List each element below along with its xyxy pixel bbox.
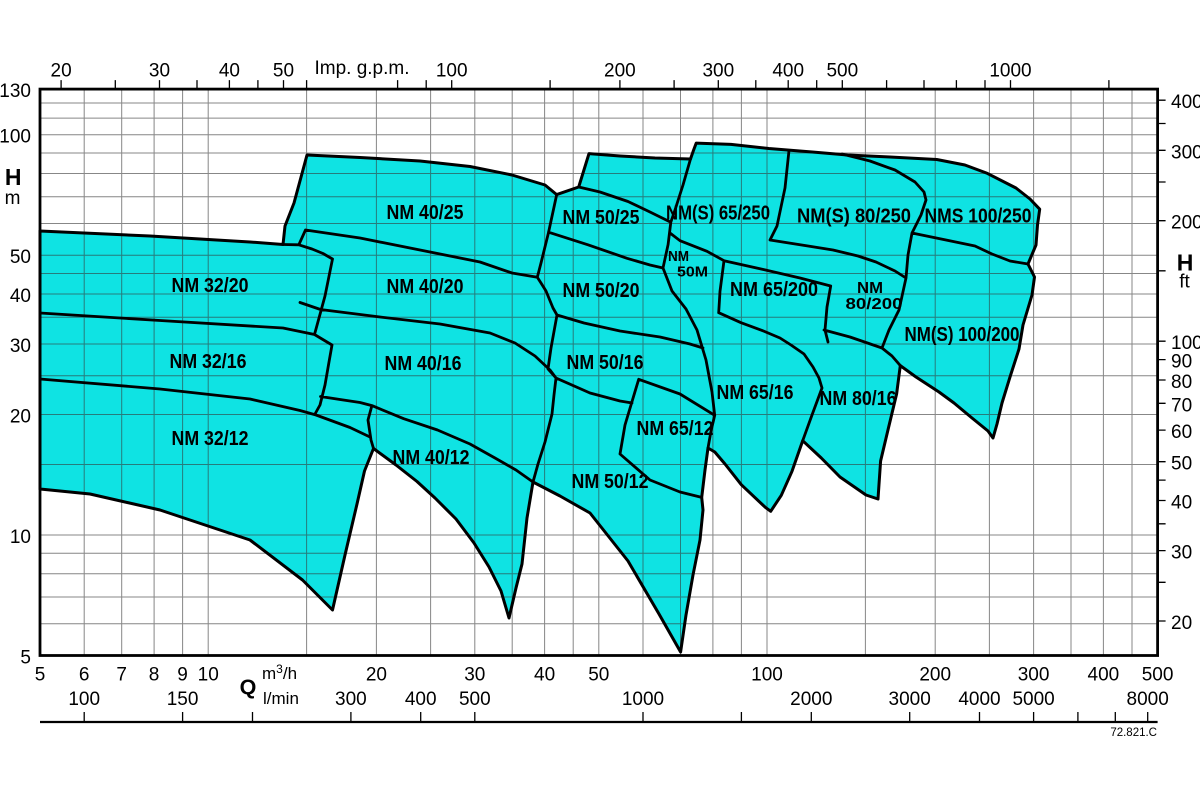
svg-text:NM(S) 65/250: NM(S) 65/250: [666, 201, 770, 224]
svg-text:5: 5: [35, 665, 46, 686]
svg-text:l/min: l/min: [263, 689, 299, 708]
svg-text:400: 400: [1171, 92, 1200, 113]
svg-text:50M: 50M: [677, 263, 708, 280]
svg-text:H: H: [1177, 250, 1194, 276]
svg-text:NM: NM: [668, 248, 689, 265]
svg-text:20: 20: [1171, 613, 1192, 634]
svg-text:Q: Q: [240, 675, 257, 699]
svg-text:40: 40: [1171, 493, 1192, 514]
svg-text:4000: 4000: [958, 689, 1000, 710]
svg-text:400: 400: [405, 689, 437, 710]
svg-text:130: 130: [0, 81, 31, 102]
svg-text:300: 300: [1018, 665, 1050, 686]
svg-text:NM(S) 100/200: NM(S) 100/200: [905, 323, 1020, 346]
svg-text:NM 65/12: NM 65/12: [637, 417, 714, 440]
svg-text:20: 20: [10, 407, 31, 428]
svg-text:500: 500: [459, 689, 491, 710]
svg-text:NM 32/16: NM 32/16: [170, 350, 247, 373]
svg-text:20: 20: [51, 60, 72, 81]
svg-text:NM 50/12: NM 50/12: [572, 470, 649, 493]
svg-text:30: 30: [10, 336, 31, 357]
svg-text:50: 50: [1171, 454, 1192, 475]
svg-text:6: 6: [79, 665, 90, 686]
svg-text:NM 65/200: NM 65/200: [730, 278, 818, 301]
svg-text:90: 90: [1171, 352, 1192, 373]
svg-text:NM 50/20: NM 50/20: [563, 279, 640, 302]
svg-text:300: 300: [335, 689, 367, 710]
svg-text:30: 30: [149, 60, 170, 81]
svg-text:NM 80/16: NM 80/16: [820, 387, 897, 410]
svg-text:1000: 1000: [989, 60, 1031, 81]
svg-text:100: 100: [436, 60, 468, 81]
svg-text:500: 500: [1142, 665, 1174, 686]
svg-text:30: 30: [1171, 543, 1192, 564]
svg-text:70: 70: [1171, 395, 1192, 416]
svg-text:5000: 5000: [1012, 689, 1054, 710]
svg-text:NM 32/20: NM 32/20: [172, 274, 249, 297]
svg-text:NMS 100/250: NMS 100/250: [925, 204, 1032, 227]
svg-text:m3/h: m3/h: [262, 662, 297, 683]
svg-text:400: 400: [1088, 665, 1120, 686]
svg-text:100: 100: [68, 689, 100, 710]
svg-text:10: 10: [198, 665, 219, 686]
svg-text:NM 40/12: NM 40/12: [393, 446, 470, 469]
svg-text:10: 10: [10, 527, 31, 548]
svg-text:50: 50: [10, 247, 31, 268]
svg-text:NM 50/16: NM 50/16: [567, 351, 644, 374]
svg-text:5: 5: [20, 648, 31, 669]
svg-text:Imp. g.p.m.: Imp. g.p.m.: [314, 58, 409, 79]
svg-text:NM: NM: [857, 280, 883, 297]
svg-text:500: 500: [826, 60, 858, 81]
svg-text:7: 7: [116, 665, 127, 686]
svg-text:50: 50: [588, 665, 609, 686]
svg-text:100: 100: [1171, 333, 1200, 354]
svg-text:8000: 8000: [1127, 689, 1169, 710]
svg-text:NM 65/16: NM 65/16: [717, 381, 794, 404]
svg-text:NM 40/20: NM 40/20: [387, 275, 464, 298]
svg-text:50: 50: [273, 60, 294, 81]
svg-text:80/200: 80/200: [846, 296, 903, 313]
svg-text:NM(S) 80/250: NM(S) 80/250: [797, 204, 911, 227]
svg-text:1000: 1000: [622, 689, 664, 710]
svg-text:NM 40/16: NM 40/16: [385, 352, 462, 375]
svg-text:30: 30: [464, 665, 485, 686]
svg-text:8: 8: [149, 665, 160, 686]
svg-text:ft: ft: [1179, 272, 1190, 293]
svg-text:20: 20: [366, 665, 387, 686]
svg-text:H: H: [5, 164, 22, 190]
svg-text:NM 50/25: NM 50/25: [563, 206, 640, 229]
svg-text:72.821.C: 72.821.C: [1110, 727, 1157, 739]
svg-text:40: 40: [10, 286, 31, 307]
svg-text:300: 300: [702, 60, 734, 81]
svg-text:400: 400: [772, 60, 804, 81]
svg-text:NM 32/12: NM 32/12: [172, 427, 249, 450]
svg-text:200: 200: [604, 60, 636, 81]
svg-text:40: 40: [219, 60, 240, 81]
svg-text:2000: 2000: [790, 689, 832, 710]
svg-text:60: 60: [1171, 422, 1192, 443]
svg-text:3000: 3000: [889, 689, 931, 710]
svg-text:200: 200: [919, 665, 951, 686]
svg-text:200: 200: [1171, 213, 1200, 234]
svg-text:9: 9: [177, 665, 188, 686]
svg-text:80: 80: [1171, 372, 1192, 393]
svg-text:150: 150: [167, 689, 199, 710]
svg-text:100: 100: [0, 127, 31, 148]
svg-text:m: m: [5, 188, 21, 209]
svg-text:300: 300: [1171, 142, 1200, 163]
svg-text:40: 40: [534, 665, 555, 686]
svg-text:100: 100: [751, 665, 783, 686]
svg-text:NM 40/25: NM 40/25: [387, 201, 464, 224]
